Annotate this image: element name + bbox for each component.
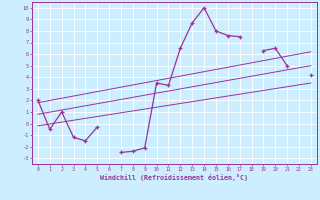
X-axis label: Windchill (Refroidissement éolien,°C): Windchill (Refroidissement éolien,°C) <box>100 174 248 181</box>
